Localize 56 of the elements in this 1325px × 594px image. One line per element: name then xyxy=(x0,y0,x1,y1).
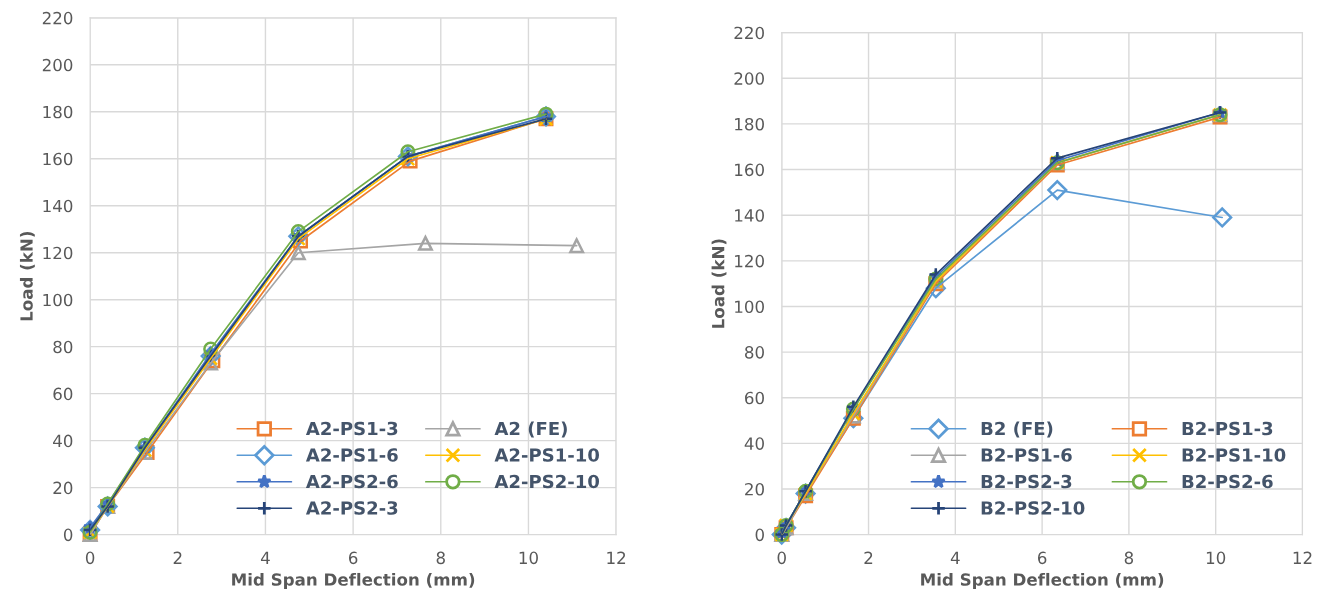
legend-label: B2-PS1-10 xyxy=(1182,448,1286,462)
x-tick-label: 6 xyxy=(348,551,358,565)
y-tick-label: 60 xyxy=(745,391,764,405)
y-tick-label: 160 xyxy=(43,152,73,166)
legend-label: B2 (FE) xyxy=(981,421,1053,438)
y-tick-label: 20 xyxy=(53,481,73,495)
y-tick-label: 120 xyxy=(43,246,73,260)
x-tick-label: 12 xyxy=(1293,551,1312,564)
y-tick-label: 200 xyxy=(42,58,73,72)
x-tick-label: 10 xyxy=(1206,551,1226,565)
x-tick-label: 6 xyxy=(1037,551,1047,565)
legend-label: B2-PS1-6 xyxy=(981,448,1072,462)
x-tick-label: 2 xyxy=(864,551,873,564)
x-tick-label: 4 xyxy=(260,551,270,564)
legend-label: A2-PS2-6 xyxy=(305,474,398,489)
y-tick-label: 100 xyxy=(43,293,73,307)
y-tick-label: 80 xyxy=(745,346,764,359)
legend-label: A2-PS2-3 xyxy=(305,501,398,515)
x-tick-label: 2 xyxy=(173,551,182,564)
y-tick-label: 80 xyxy=(53,340,73,354)
legend-label: B2-PS2-6 xyxy=(1182,474,1273,489)
y-tick-label: 180 xyxy=(735,117,764,131)
x-axis-title: Mid Span Deflection (mm) xyxy=(921,572,1164,590)
y-axis-title: Load (kN) xyxy=(19,231,35,321)
y-tick-label: 160 xyxy=(735,163,764,177)
legend-label: B2-PS2-10 xyxy=(981,501,1085,515)
x-tick-label: 8 xyxy=(436,551,445,565)
x-tick-label: 8 xyxy=(1124,551,1134,565)
y-tick-label: 100 xyxy=(735,300,764,314)
y-tick-label: 180 xyxy=(43,105,73,119)
legend-label: B2-PS1-3 xyxy=(1182,421,1273,436)
y-tick-label: 220 xyxy=(734,26,764,40)
y-tick-label: 140 xyxy=(735,209,764,222)
y-tick-label: 200 xyxy=(734,72,764,85)
y-tick-label: 0 xyxy=(755,528,764,542)
legend-label: B2-PS2-3 xyxy=(981,474,1072,489)
y-tick-label: 120 xyxy=(735,254,764,268)
legend-label: A2 (FE) xyxy=(494,421,567,438)
x-tick-label: 0 xyxy=(777,551,786,565)
x-tick-label: 0 xyxy=(85,551,95,565)
x-tick-label: 10 xyxy=(519,551,538,565)
y-tick-label: 40 xyxy=(53,434,73,448)
legend-label: A2-PS1-6 xyxy=(305,448,398,462)
y-tick-label: 20 xyxy=(745,482,764,496)
legend-label: A2-PS2-10 xyxy=(494,474,600,489)
x-tick-label: 12 xyxy=(607,551,626,564)
legend-label: A2-PS1-3 xyxy=(305,421,398,436)
legend-label: A2-PS1-10 xyxy=(494,448,600,462)
y-tick-label: 40 xyxy=(744,437,764,450)
y-tick-label: 0 xyxy=(63,528,73,542)
y-tick-label: 220 xyxy=(42,11,73,25)
x-axis-title: Mid Span Deflection (mm) xyxy=(232,572,475,590)
y-tick-label: 140 xyxy=(43,199,73,213)
y-tick-label: 60 xyxy=(53,387,73,401)
y-axis-title: Load (kN) xyxy=(711,239,727,328)
x-tick-label: 4 xyxy=(950,551,960,564)
